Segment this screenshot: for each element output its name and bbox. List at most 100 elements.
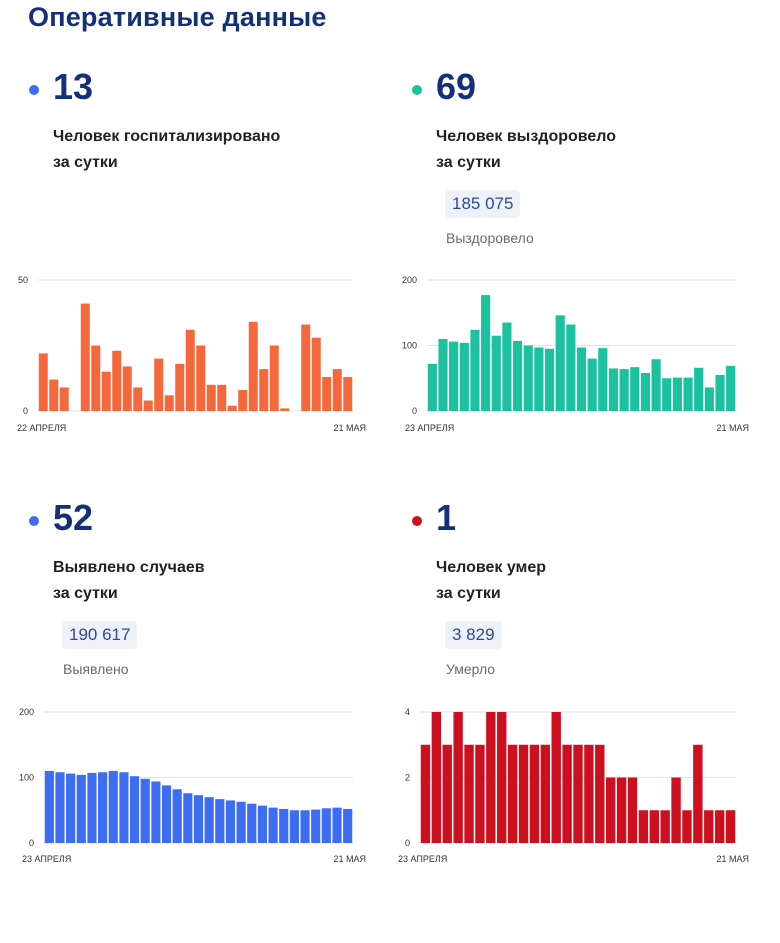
detected-bar (55, 772, 65, 843)
detected-xlabel-end: 21 МАЯ (333, 854, 366, 864)
deaths-bar (693, 744, 703, 843)
deaths-value: 1 (436, 497, 457, 538)
hospitalized-label-line2: за сутки (53, 154, 118, 171)
recovered-bar (523, 345, 533, 411)
detected-bar (321, 808, 331, 843)
deaths-bar (573, 744, 583, 843)
detected-bar (172, 789, 182, 843)
hospitalized-bar (143, 400, 153, 411)
recovered-bar (608, 368, 619, 411)
detected-bar (279, 808, 289, 843)
hospitalized-bar (164, 395, 174, 411)
hospitalized-bar (112, 350, 122, 411)
detected-bar (44, 770, 54, 843)
deaths-xlabel-start: 23 АПРЕЛЯ (398, 854, 447, 864)
detected-bar (300, 810, 310, 843)
detected-label-line1: Выявлено случаев (53, 559, 205, 576)
deaths-bar (649, 810, 659, 843)
deaths-bar (605, 777, 616, 843)
detected-label-line2: за сутки (53, 585, 118, 602)
detected-bar (332, 807, 342, 843)
hospitalized-bar (311, 337, 321, 411)
deaths-total-caption: Умерло (446, 661, 496, 677)
deaths-label-line2: за сутки (436, 585, 501, 602)
deaths-bar (486, 712, 496, 843)
detected-total-caption: Выявлено (63, 661, 129, 677)
hospitalized-ytick-label: 0 (23, 406, 28, 416)
hospitalized-bar (154, 358, 164, 411)
detected-bar (129, 776, 140, 843)
recovered-bar (619, 369, 629, 411)
deaths-bar (671, 777, 681, 843)
hospitalized-bar (59, 387, 69, 411)
recovered-xlabel-start: 23 АПРЕЛЯ (405, 423, 454, 433)
detected-bar (98, 772, 108, 843)
deaths-ytick-label: 0 (405, 838, 410, 848)
hospitalized-bar (217, 384, 227, 411)
recovered-bar (672, 377, 682, 411)
hospitalized-xlabel-end: 21 МАЯ (333, 423, 366, 433)
detected-bar (204, 797, 214, 843)
recovered-bar (555, 315, 565, 411)
detected-bar (215, 799, 225, 843)
recovered-bar (694, 367, 704, 411)
hospitalized-bar (185, 329, 195, 411)
hospitalized-bar (122, 366, 132, 411)
deaths-bar (475, 744, 485, 843)
hospitalized-label-line1: Человек госпитализировано (53, 128, 281, 145)
hospitalized-bar (343, 376, 353, 411)
detected-ytick-label: 200 (19, 707, 34, 717)
recovered-bar (587, 358, 597, 411)
detected-ytick-label: 100 (19, 773, 34, 783)
deaths-bar (660, 810, 670, 843)
detected-bar (151, 781, 161, 843)
hospitalized-dot (29, 85, 39, 95)
deaths-bar (584, 744, 594, 843)
deaths-total: 3 829 (445, 621, 502, 649)
deaths-bar (518, 744, 529, 843)
detected-bar (268, 807, 278, 843)
recovered-bar (715, 374, 725, 411)
hospitalized-bar (280, 408, 290, 411)
hospitalized-bar (322, 376, 332, 411)
detected-label: Выявлено случаев за сутки (53, 555, 205, 607)
deaths-bar (562, 744, 572, 843)
deaths-bar (497, 712, 507, 843)
hospitalized-label: Человек госпитализировано за сутки (53, 124, 280, 176)
deaths-bar (725, 810, 736, 843)
recovered-bar (481, 295, 491, 411)
recovered-value: 69 (436, 66, 477, 107)
detected-xlabel-start: 23 АПРЕЛЯ (22, 854, 71, 864)
recovered-bar (470, 329, 480, 411)
deaths-bar (420, 744, 431, 843)
deaths-bar (704, 810, 714, 843)
deaths-bar (442, 744, 452, 843)
recovered-total-caption: Выздоровело (446, 230, 534, 246)
deaths-label-line1: Человек умер (436, 559, 547, 576)
deaths-ytick-label: 4 (405, 707, 410, 717)
detected-bar (225, 800, 236, 843)
recovered-bar (512, 340, 523, 411)
hospitalized-bar (227, 405, 237, 411)
detected-bar (236, 801, 246, 843)
panel-hospitalized: 13 Человек госпитализировано за сутки (29, 66, 409, 512)
recovered-ytick-label: 200 (402, 275, 417, 285)
deaths-bar (529, 744, 540, 843)
hospitalized-bar (206, 384, 216, 411)
hospitalized-bar (175, 363, 185, 411)
hospitalized-ytick-label: 50 (18, 275, 28, 285)
detected-bar (183, 793, 193, 843)
deaths-bar (714, 810, 725, 843)
detected-bar (257, 805, 268, 843)
recovered-bar (491, 335, 501, 411)
detected-bar (140, 778, 150, 843)
deaths-bar (627, 777, 638, 843)
deaths-label: Человек умер за сутки (436, 555, 546, 607)
detected-bar (119, 772, 129, 843)
deaths-bar (507, 744, 518, 843)
hospitalized-bar (38, 353, 48, 411)
hospitalized-bar (301, 324, 311, 411)
hospitalized-bar (80, 303, 90, 411)
deaths-bar (682, 810, 692, 843)
